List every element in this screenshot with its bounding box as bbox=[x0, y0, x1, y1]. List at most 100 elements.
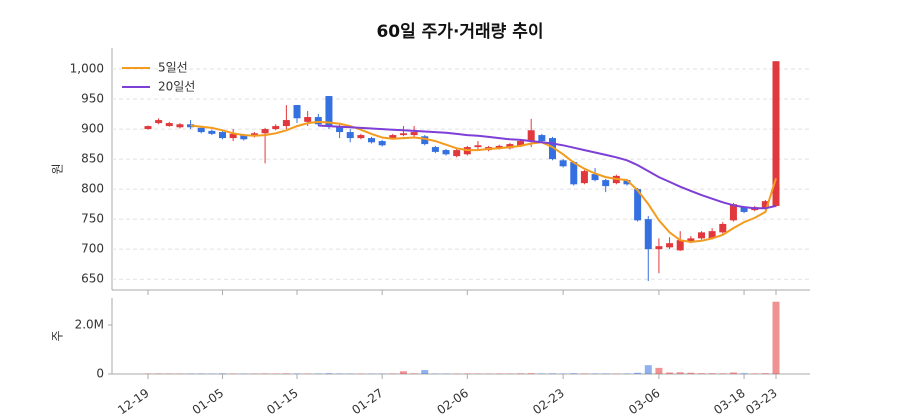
volume-bar bbox=[570, 373, 578, 374]
candle-body bbox=[314, 117, 322, 125]
volume-bar bbox=[729, 372, 737, 374]
candle-body bbox=[272, 126, 280, 130]
candle-body bbox=[708, 231, 716, 239]
y-tick-label: 1,000 bbox=[70, 62, 104, 76]
y-tick-label: 700 bbox=[81, 242, 104, 256]
candle-body bbox=[719, 223, 727, 233]
candle-body bbox=[336, 126, 344, 133]
volume-bar bbox=[421, 370, 429, 374]
candle-body bbox=[325, 96, 333, 127]
candle-body bbox=[368, 138, 376, 143]
volume-bar bbox=[719, 373, 727, 374]
volume-bar bbox=[772, 301, 780, 374]
volume-bar bbox=[282, 373, 290, 374]
volume-bar bbox=[676, 372, 684, 374]
x-tick-label: 01-05 bbox=[190, 386, 227, 417]
candle-body bbox=[602, 180, 610, 187]
x-tick-label: 02-23 bbox=[530, 386, 567, 417]
x-tick-label: 01-27 bbox=[349, 386, 386, 417]
ma-line bbox=[190, 120, 777, 244]
legend-label: 20일선 bbox=[158, 80, 195, 94]
volume-bar bbox=[634, 372, 642, 374]
volume-bar bbox=[527, 373, 535, 374]
candle-body bbox=[304, 117, 312, 122]
y-tick-label: 900 bbox=[81, 122, 104, 136]
candle-body bbox=[293, 105, 301, 119]
candle-body bbox=[346, 132, 354, 139]
price-y-label: 원 bbox=[51, 163, 65, 174]
candle-body bbox=[495, 145, 503, 149]
volume-bar bbox=[517, 373, 525, 374]
candle-body bbox=[155, 120, 163, 124]
candle-body bbox=[219, 132, 227, 139]
y-tick-label: 800 bbox=[81, 182, 104, 196]
candle-body bbox=[559, 160, 567, 167]
y-tick-label: 950 bbox=[81, 92, 104, 106]
candle-body bbox=[357, 135, 365, 139]
candle-body bbox=[421, 136, 429, 145]
candle-body bbox=[591, 174, 599, 181]
y-tick-label: 2.0M bbox=[75, 317, 104, 331]
volume-bar bbox=[761, 373, 769, 374]
candle-body bbox=[474, 145, 482, 148]
volume-bar bbox=[687, 372, 695, 374]
y-tick-label: 0 bbox=[96, 367, 104, 381]
volume-bar bbox=[325, 373, 333, 374]
candle-body bbox=[165, 123, 173, 127]
candle-body bbox=[580, 171, 588, 184]
candle-body bbox=[261, 129, 269, 134]
x-tick-label: 03-23 bbox=[743, 386, 780, 417]
volume-bar bbox=[548, 373, 556, 374]
candle-body bbox=[655, 246, 663, 250]
x-tick-label: 12-19 bbox=[115, 386, 152, 417]
candle-body bbox=[282, 120, 290, 127]
candle-body bbox=[687, 238, 695, 242]
x-tick-label: 01-15 bbox=[264, 386, 301, 417]
candle-body bbox=[772, 61, 780, 206]
candle-body bbox=[634, 189, 642, 221]
candle-body bbox=[761, 201, 769, 209]
candle-body bbox=[676, 240, 684, 251]
candle-body bbox=[453, 150, 461, 157]
volume-bar bbox=[410, 373, 418, 374]
chart-title: 60일 주가·거래량 추이 bbox=[376, 22, 543, 42]
candle-body bbox=[623, 180, 631, 185]
x-tick-label: 02-06 bbox=[434, 386, 471, 417]
volume-bar bbox=[740, 373, 748, 374]
volume-y-label: 주 bbox=[51, 330, 65, 341]
candle-body bbox=[431, 147, 439, 152]
candle-body bbox=[378, 141, 386, 146]
x-tick-label: 03-18 bbox=[711, 386, 748, 417]
volume-bar bbox=[219, 373, 227, 374]
volume-bar bbox=[708, 373, 716, 374]
ma-line bbox=[318, 124, 777, 210]
candle-body bbox=[570, 162, 578, 185]
candle-body bbox=[208, 130, 216, 134]
candle-body bbox=[442, 150, 450, 155]
candle-body bbox=[197, 127, 205, 133]
candle-body bbox=[389, 135, 397, 139]
volume-bar bbox=[697, 373, 705, 374]
candle-body bbox=[527, 130, 535, 142]
volume-bar bbox=[666, 372, 674, 374]
y-tick-label: 750 bbox=[81, 212, 104, 226]
candle-body bbox=[697, 232, 705, 239]
candle-body bbox=[644, 219, 652, 250]
candle-body bbox=[229, 133, 237, 139]
candle-body bbox=[144, 126, 152, 130]
y-tick-label: 850 bbox=[81, 152, 104, 166]
legend-label: 5일선 bbox=[158, 61, 188, 75]
candle-body bbox=[548, 138, 556, 160]
candle-body bbox=[176, 124, 184, 128]
candle-body bbox=[740, 207, 748, 212]
volume-bar bbox=[399, 371, 407, 374]
volume-bar bbox=[644, 365, 652, 374]
candle-body bbox=[538, 135, 546, 142]
x-tick-label: 03-06 bbox=[626, 386, 663, 417]
candle-body bbox=[240, 135, 248, 140]
candle-body bbox=[729, 204, 737, 221]
y-tick-label: 650 bbox=[81, 272, 104, 286]
candle-body bbox=[399, 133, 407, 136]
volume-bar bbox=[655, 367, 663, 374]
